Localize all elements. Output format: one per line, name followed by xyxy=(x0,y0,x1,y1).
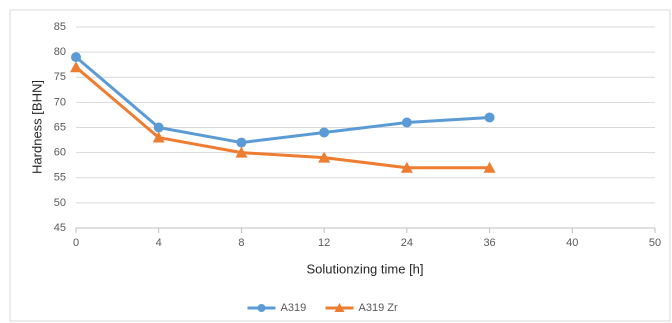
x-tick-label: 40 xyxy=(566,237,578,249)
y-tick-label: 65 xyxy=(54,121,66,133)
y-tick-label: 85 xyxy=(54,21,66,33)
x-tick-label: 0 xyxy=(73,237,79,249)
x-tick-label: 4 xyxy=(156,237,162,249)
point xyxy=(152,131,165,143)
point xyxy=(236,137,247,148)
legend-label: A319 Zr xyxy=(359,302,398,314)
y-axis-title: Hardness [BHN] xyxy=(29,80,44,174)
point xyxy=(71,52,81,63)
y-tick-label: 50 xyxy=(54,197,66,209)
point xyxy=(153,122,164,133)
point xyxy=(401,117,412,128)
y-tick-label: 55 xyxy=(54,172,66,184)
x-tick-label: 24 xyxy=(401,237,413,249)
x-tick-label: 12 xyxy=(318,237,330,249)
series-line xyxy=(75,66,490,170)
x-tick-label: 8 xyxy=(238,237,244,249)
series-line xyxy=(75,56,490,145)
legend-label: A319 xyxy=(281,302,307,314)
y-tick-label: 45 xyxy=(54,222,66,234)
x-tick-label: 36 xyxy=(483,237,495,249)
point xyxy=(319,127,330,138)
x-tick-label: 50 xyxy=(649,237,661,249)
x-axis-title: Solutionzing time [h] xyxy=(306,261,423,276)
y-tick-label: 70 xyxy=(54,96,66,108)
y-tick-label: 75 xyxy=(54,71,66,83)
legend-marker xyxy=(334,303,345,312)
point xyxy=(484,112,495,123)
point xyxy=(483,161,496,173)
point xyxy=(400,161,413,173)
point xyxy=(318,151,331,163)
chart-frame xyxy=(9,9,671,322)
y-tick-label: 60 xyxy=(54,147,66,159)
legend-marker xyxy=(257,304,266,312)
y-tick-label: 80 xyxy=(54,46,66,58)
point xyxy=(235,146,248,158)
point xyxy=(70,61,82,73)
